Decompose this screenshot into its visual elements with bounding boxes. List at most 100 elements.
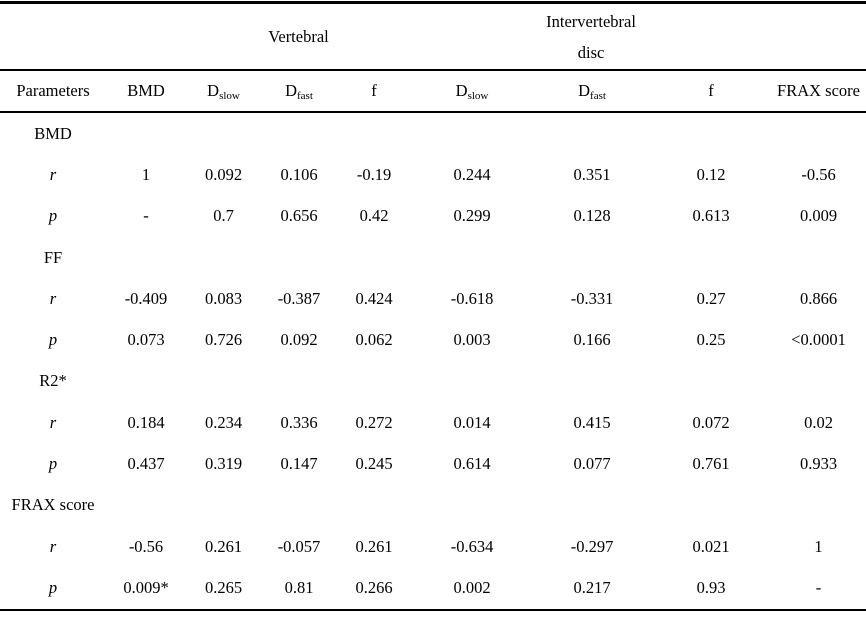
value-cell: 0.272 [355, 412, 393, 432]
section-row: FF [0, 237, 866, 278]
column-header: Dfast [261, 70, 337, 113]
empty-cell [771, 112, 866, 154]
table-body: BMD r 1 0.092 0.106 -0.19 0.244 0.351 0.12 -0.56 p… [0, 112, 866, 610]
value-cell: 0.336 [280, 412, 318, 432]
column-header: Parameters [0, 70, 106, 113]
value-cell: 0.7 [213, 206, 234, 226]
table-row: r -0.409 0.083 -0.387 0.424 -0.618 -0.331 0.27 0… [0, 278, 866, 319]
table-row: p 0.437 0.319 0.147 0.245 0.614 0.077 0.761 0.93… [0, 443, 866, 484]
table-row: p 0.009* 0.265 0.81 0.266 0.002 0.217 0.93 - [0, 567, 866, 609]
empty-cell [337, 112, 411, 154]
value-cell: 0.613 [692, 206, 730, 226]
value-cell: 0.077 [573, 454, 611, 474]
row-label: p [48, 454, 58, 474]
group-header-cell [771, 2, 866, 71]
row-label: p [48, 577, 58, 597]
column-header: Dslow [186, 70, 261, 113]
value-cell: 1 [141, 164, 151, 184]
empty-cell [533, 237, 651, 278]
value-cell: -0.56 [128, 536, 164, 556]
table-row: r 1 0.092 0.106 -0.19 0.244 0.351 0.12 -0.56 [0, 154, 866, 195]
empty-cell [533, 361, 651, 402]
row-label: p [48, 330, 58, 350]
empty-cell [106, 485, 186, 526]
table-row: p 0.073 0.726 0.092 0.062 0.003 0.166 0.25 <0.00… [0, 319, 866, 360]
empty-cell [106, 361, 186, 402]
value-cell: 0.265 [204, 577, 243, 597]
value-cell: -0.387 [277, 288, 321, 308]
value-cell: 0.351 [573, 164, 611, 184]
empty-cell [337, 361, 411, 402]
value-cell: 0.726 [204, 330, 243, 350]
empty-cell [651, 361, 771, 402]
value-cell: 0.062 [355, 330, 393, 350]
value-cell: 0.009* [123, 577, 169, 597]
section-row: FRAX score [0, 485, 866, 526]
column-header: Dfast [533, 70, 652, 113]
value-cell: 0.261 [355, 536, 393, 556]
column-header-row: Parameters BMD Dslow Dfast f Dslow Dfast f FRAX … [0, 70, 866, 113]
column-header-base: D [285, 80, 298, 100]
value-cell: 0.147 [280, 454, 318, 474]
empty-cell [261, 361, 337, 402]
value-cell: 0.12 [696, 164, 726, 184]
value-cell: 0.002 [453, 577, 491, 597]
value-cell: 0.128 [573, 206, 611, 226]
empty-cell [261, 485, 337, 526]
empty-cell [533, 112, 651, 154]
empty-cell [186, 112, 261, 154]
row-label: r [49, 412, 57, 432]
empty-cell [771, 361, 866, 402]
value-cell: 0.866 [799, 288, 838, 308]
empty-cell [186, 361, 261, 402]
empty-cell [261, 237, 337, 278]
column-header: FRAX score [771, 70, 866, 113]
group-header-row: Vertebral Intervertebral disc [0, 2, 866, 71]
value-cell: 0.234 [204, 412, 243, 432]
column-header-subscript: fast [590, 89, 606, 102]
value-cell: -0.297 [570, 536, 614, 556]
value-cell: 0.266 [355, 577, 393, 597]
value-cell: 0.092 [204, 164, 243, 184]
group-header-cell: Vertebral [186, 2, 412, 71]
section-label: FF [43, 247, 63, 267]
value-cell: -0.618 [450, 288, 494, 308]
group-header-cell: Intervertebral disc [411, 2, 772, 71]
value-cell: 0.27 [696, 288, 726, 308]
value-cell: -0.331 [570, 288, 614, 308]
value-cell: 0.299 [453, 206, 491, 226]
value-cell: 0.021 [692, 536, 730, 556]
table-head: Vertebral Intervertebral disc Parameters BM… [0, 2, 866, 113]
empty-cell [186, 485, 261, 526]
value-cell: 0.106 [280, 164, 318, 184]
empty-cell [337, 485, 411, 526]
value-cell: 0.25 [696, 330, 726, 350]
value-cell: <0.0001 [791, 330, 846, 350]
value-cell: 0.083 [204, 288, 243, 308]
value-cell: -0.19 [356, 164, 392, 184]
column-header-subscript: slow [467, 89, 489, 102]
value-cell: 0.014 [453, 412, 491, 432]
column-header-base: D [578, 80, 591, 100]
empty-cell [186, 237, 261, 278]
value-cell: 0.02 [804, 412, 833, 432]
column-header-base: D [455, 80, 468, 100]
column-header-subscript: slow [219, 89, 240, 102]
empty-cell [411, 237, 533, 278]
empty-cell [771, 237, 866, 278]
value-cell: 1 [814, 536, 823, 556]
table-row: p - 0.7 0.656 0.42 0.299 0.128 0.613 0.009 [0, 196, 866, 237]
section-label: FRAX score [11, 495, 95, 515]
value-cell: 0.003 [453, 330, 491, 350]
column-header: BMD [106, 70, 186, 113]
empty-cell [651, 237, 771, 278]
empty-cell [106, 237, 186, 278]
value-cell: 0.614 [453, 454, 491, 474]
empty-cell [411, 361, 533, 402]
table-row: r -0.56 0.261 -0.057 0.261 -0.634 -0.297 0.021 1 [0, 526, 866, 567]
section-row: R2* [0, 361, 866, 402]
empty-cell [106, 112, 186, 154]
value-cell: -0.56 [801, 164, 836, 184]
value-cell: 0.761 [692, 454, 730, 474]
section-label: BMD [34, 123, 72, 143]
